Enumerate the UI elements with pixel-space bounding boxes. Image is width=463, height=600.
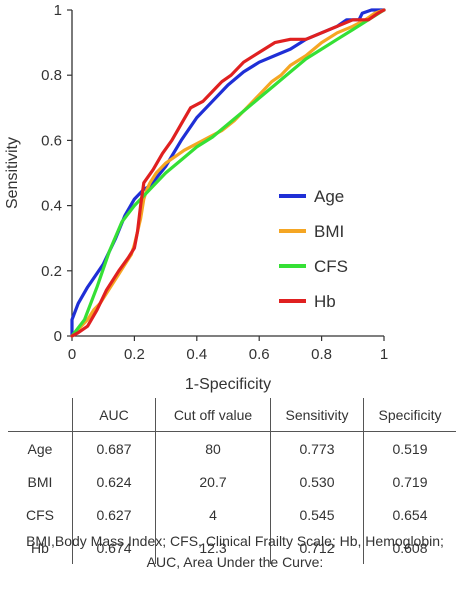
chart-legend: Age BMI CFS Hb [279, 187, 348, 311]
sensitivity-cell: 0.773 [270, 431, 364, 465]
roc-curve-cfs [70, 8, 386, 338]
legend-label-cfs: CFS [314, 257, 348, 276]
x-axis-label: 1-Specificity [185, 376, 271, 393]
cutoff-cell: 80 [155, 431, 271, 465]
row-label: Age [27, 440, 53, 457]
footnote: BMI,Body Mass Index; CFS, Clinical Frail… [26, 533, 444, 570]
table-row: CFS 0.627 4 0.545 0.654 [8, 498, 456, 531]
roc-curve-age [70, 8, 386, 338]
roc-curves [70, 8, 386, 338]
x-tick-label: 1 [380, 346, 388, 363]
sensitivity-cell: 0.545 [270, 498, 364, 531]
row-label: CFS [26, 506, 54, 523]
row-label: BMI [27, 473, 53, 490]
table-row: Age 0.687 80 0.773 0.519 [8, 431, 456, 465]
roc-curve-bmi [70, 8, 386, 338]
y-tick-label: 0.8 [41, 67, 62, 84]
x-tick-label: 0.6 [249, 346, 270, 363]
header-cell-specificity: Specificity [363, 398, 456, 432]
x-tick-label: 0 [68, 346, 76, 363]
y-axis-label: Sensitivity [4, 137, 21, 209]
roc-chart: 0 0.2 0.4 0.6 0.8 1 0 0.2 0.4 0.6 0.8 1 Age BMI CFS Hb… [4, 2, 388, 393]
table-header-row: AUC Cut off value Sensitivity Specificit… [8, 398, 456, 432]
specificity-cell: 0.654 [363, 498, 456, 531]
y-tick-label: 1 [54, 2, 62, 19]
cutoff-cell: 4 [155, 498, 271, 531]
x-tick-label: 0.4 [186, 346, 207, 363]
legend-label-hb: Hb [314, 292, 336, 311]
sensitivity-cell: 0.530 [270, 465, 364, 498]
cutoff-cell: 12.3 [155, 531, 271, 564]
roc-statistics-table: AUC Cut off value Sensitivity Specificit… [8, 398, 456, 564]
y-tick-label: 0 [54, 328, 62, 345]
table-row: BMI 0.624 20.7 0.530 0.719 [8, 465, 456, 498]
header-cell-auc: AUC [72, 398, 156, 432]
auc-cell: 0.674 [72, 531, 156, 564]
header-cell-name [8, 398, 73, 432]
auc-cell: 0.687 [72, 431, 156, 465]
legend-label-age: Age [314, 187, 344, 206]
header-cell-cutoff: Cut off value [155, 398, 271, 432]
table-row: Hb 0.674 12.3 0.712 0.608 [8, 531, 456, 564]
sensitivity-cell: 0.712 [270, 531, 364, 564]
y-tick-label: 0.2 [41, 263, 62, 280]
x-tick-label: 0.8 [311, 346, 332, 363]
roc-curve-hb [70, 8, 386, 338]
auc-cell: 0.624 [72, 465, 156, 498]
y-tick-label: 0.6 [41, 132, 62, 149]
y-tick-label: 0.4 [41, 198, 62, 215]
specificity-cell: 0.719 [363, 465, 456, 498]
auc-cell: 0.627 [72, 498, 156, 531]
specificity-cell: 0.519 [363, 431, 456, 465]
cutoff-cell: 20.7 [155, 465, 271, 498]
specificity-cell: 0.608 [363, 531, 456, 564]
x-tick-label: 0.2 [124, 346, 145, 363]
row-label: Hb [31, 539, 49, 556]
header-cell-sensitivity: Sensitivity [270, 398, 364, 432]
legend-label-bmi: BMI [314, 222, 344, 241]
chart-axes: 0 0.2 0.4 0.6 0.8 1 0 0.2 0.4 0.6 0.8 1 [41, 2, 388, 363]
